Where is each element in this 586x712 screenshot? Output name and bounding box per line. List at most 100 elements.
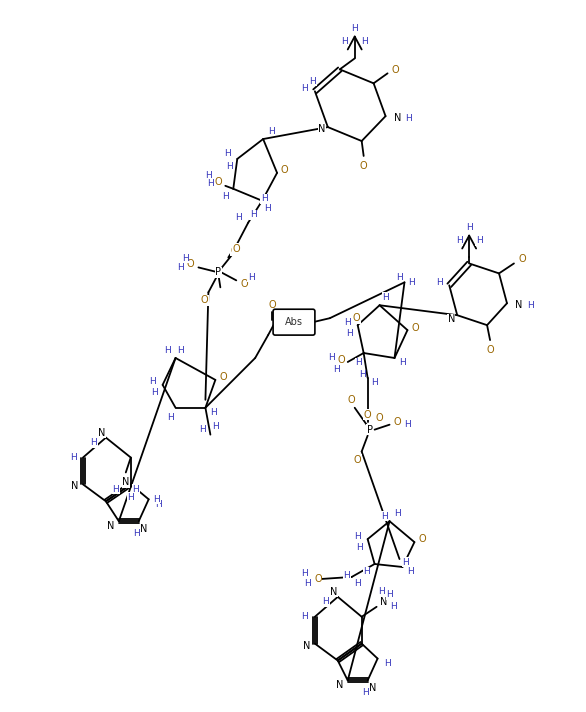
Text: O: O xyxy=(214,177,222,187)
Text: H: H xyxy=(205,172,212,180)
Text: N: N xyxy=(318,124,326,134)
Text: H: H xyxy=(127,493,134,502)
Text: O: O xyxy=(233,244,240,253)
Text: O: O xyxy=(200,295,208,305)
Text: H: H xyxy=(399,358,406,367)
Text: H: H xyxy=(527,300,534,310)
Text: H: H xyxy=(154,495,160,504)
Text: H: H xyxy=(155,500,162,509)
Text: H: H xyxy=(164,345,171,355)
Text: H: H xyxy=(378,587,385,597)
Text: O: O xyxy=(338,355,346,365)
Text: O: O xyxy=(354,454,362,464)
Text: H: H xyxy=(456,236,462,245)
Text: H: H xyxy=(436,278,442,287)
Text: H: H xyxy=(151,388,158,397)
Text: H: H xyxy=(134,528,140,538)
Text: N: N xyxy=(369,684,376,693)
Text: H: H xyxy=(362,688,369,697)
Text: H: H xyxy=(212,422,219,431)
Text: N: N xyxy=(98,428,105,438)
Text: H: H xyxy=(328,353,335,362)
Text: O: O xyxy=(394,417,401,426)
Text: H: H xyxy=(352,24,358,33)
Text: H: H xyxy=(309,77,316,86)
Text: O: O xyxy=(486,345,494,355)
Text: O: O xyxy=(360,161,367,171)
Text: O: O xyxy=(348,394,356,405)
Text: H: H xyxy=(355,532,361,540)
Text: H: H xyxy=(476,236,482,245)
Text: O: O xyxy=(240,279,248,289)
FancyBboxPatch shape xyxy=(273,309,315,335)
Text: H: H xyxy=(248,273,254,282)
Text: H: H xyxy=(345,318,351,327)
Text: H: H xyxy=(264,204,271,213)
Text: O: O xyxy=(391,66,399,75)
Text: H: H xyxy=(302,570,308,578)
Text: N: N xyxy=(336,681,343,691)
Text: H: H xyxy=(333,365,340,375)
Text: H: H xyxy=(386,590,393,600)
Text: H: H xyxy=(322,597,329,607)
Text: H: H xyxy=(210,408,217,417)
Text: H: H xyxy=(222,192,229,201)
Text: H: H xyxy=(305,580,311,588)
Text: H: H xyxy=(70,453,76,462)
Text: H: H xyxy=(362,37,368,46)
Text: O: O xyxy=(518,254,526,264)
Text: H: H xyxy=(182,254,189,263)
Text: O: O xyxy=(220,372,227,382)
Text: H: H xyxy=(224,150,231,159)
Text: H: H xyxy=(355,580,361,588)
Text: H: H xyxy=(302,612,308,622)
Text: H: H xyxy=(235,213,241,222)
Text: H: H xyxy=(342,37,348,46)
Text: N: N xyxy=(448,314,455,324)
Text: H: H xyxy=(384,659,391,668)
Text: O: O xyxy=(364,409,372,419)
Text: H: H xyxy=(404,420,411,429)
Text: H: H xyxy=(382,293,389,302)
Text: H: H xyxy=(167,413,174,422)
Text: H: H xyxy=(363,567,370,577)
Text: H: H xyxy=(390,602,397,612)
Text: N: N xyxy=(330,587,338,597)
Text: N: N xyxy=(380,597,387,607)
Text: H: H xyxy=(261,194,268,203)
Text: H: H xyxy=(177,263,184,272)
Text: H: H xyxy=(91,438,97,447)
Text: H: H xyxy=(355,358,362,367)
Text: H: H xyxy=(407,567,414,577)
Text: O: O xyxy=(230,246,238,256)
Text: N: N xyxy=(394,113,401,123)
Text: H: H xyxy=(132,485,139,494)
Text: O: O xyxy=(314,574,322,584)
Text: P: P xyxy=(216,268,222,278)
Text: N: N xyxy=(140,524,148,534)
Text: H: H xyxy=(226,162,233,172)
Text: H: H xyxy=(343,572,350,580)
Text: N: N xyxy=(107,521,114,531)
Text: O: O xyxy=(280,165,288,175)
Text: H: H xyxy=(207,179,214,188)
Text: H: H xyxy=(408,278,415,287)
Text: N: N xyxy=(71,481,79,491)
Text: H: H xyxy=(359,370,366,379)
Text: H: H xyxy=(406,114,412,122)
Text: P: P xyxy=(367,424,373,434)
Text: H: H xyxy=(199,425,206,434)
Text: O: O xyxy=(376,413,383,423)
Text: H: H xyxy=(268,127,274,135)
Text: H: H xyxy=(394,509,401,518)
Text: N: N xyxy=(515,300,522,310)
Text: O: O xyxy=(268,300,276,310)
Text: H: H xyxy=(113,485,119,494)
Text: N: N xyxy=(303,641,311,651)
Text: O: O xyxy=(353,313,360,323)
Text: H: H xyxy=(149,377,156,387)
Text: H: H xyxy=(396,273,403,282)
Text: H: H xyxy=(250,210,257,219)
Text: H: H xyxy=(381,512,388,520)
Text: H: H xyxy=(466,223,472,232)
